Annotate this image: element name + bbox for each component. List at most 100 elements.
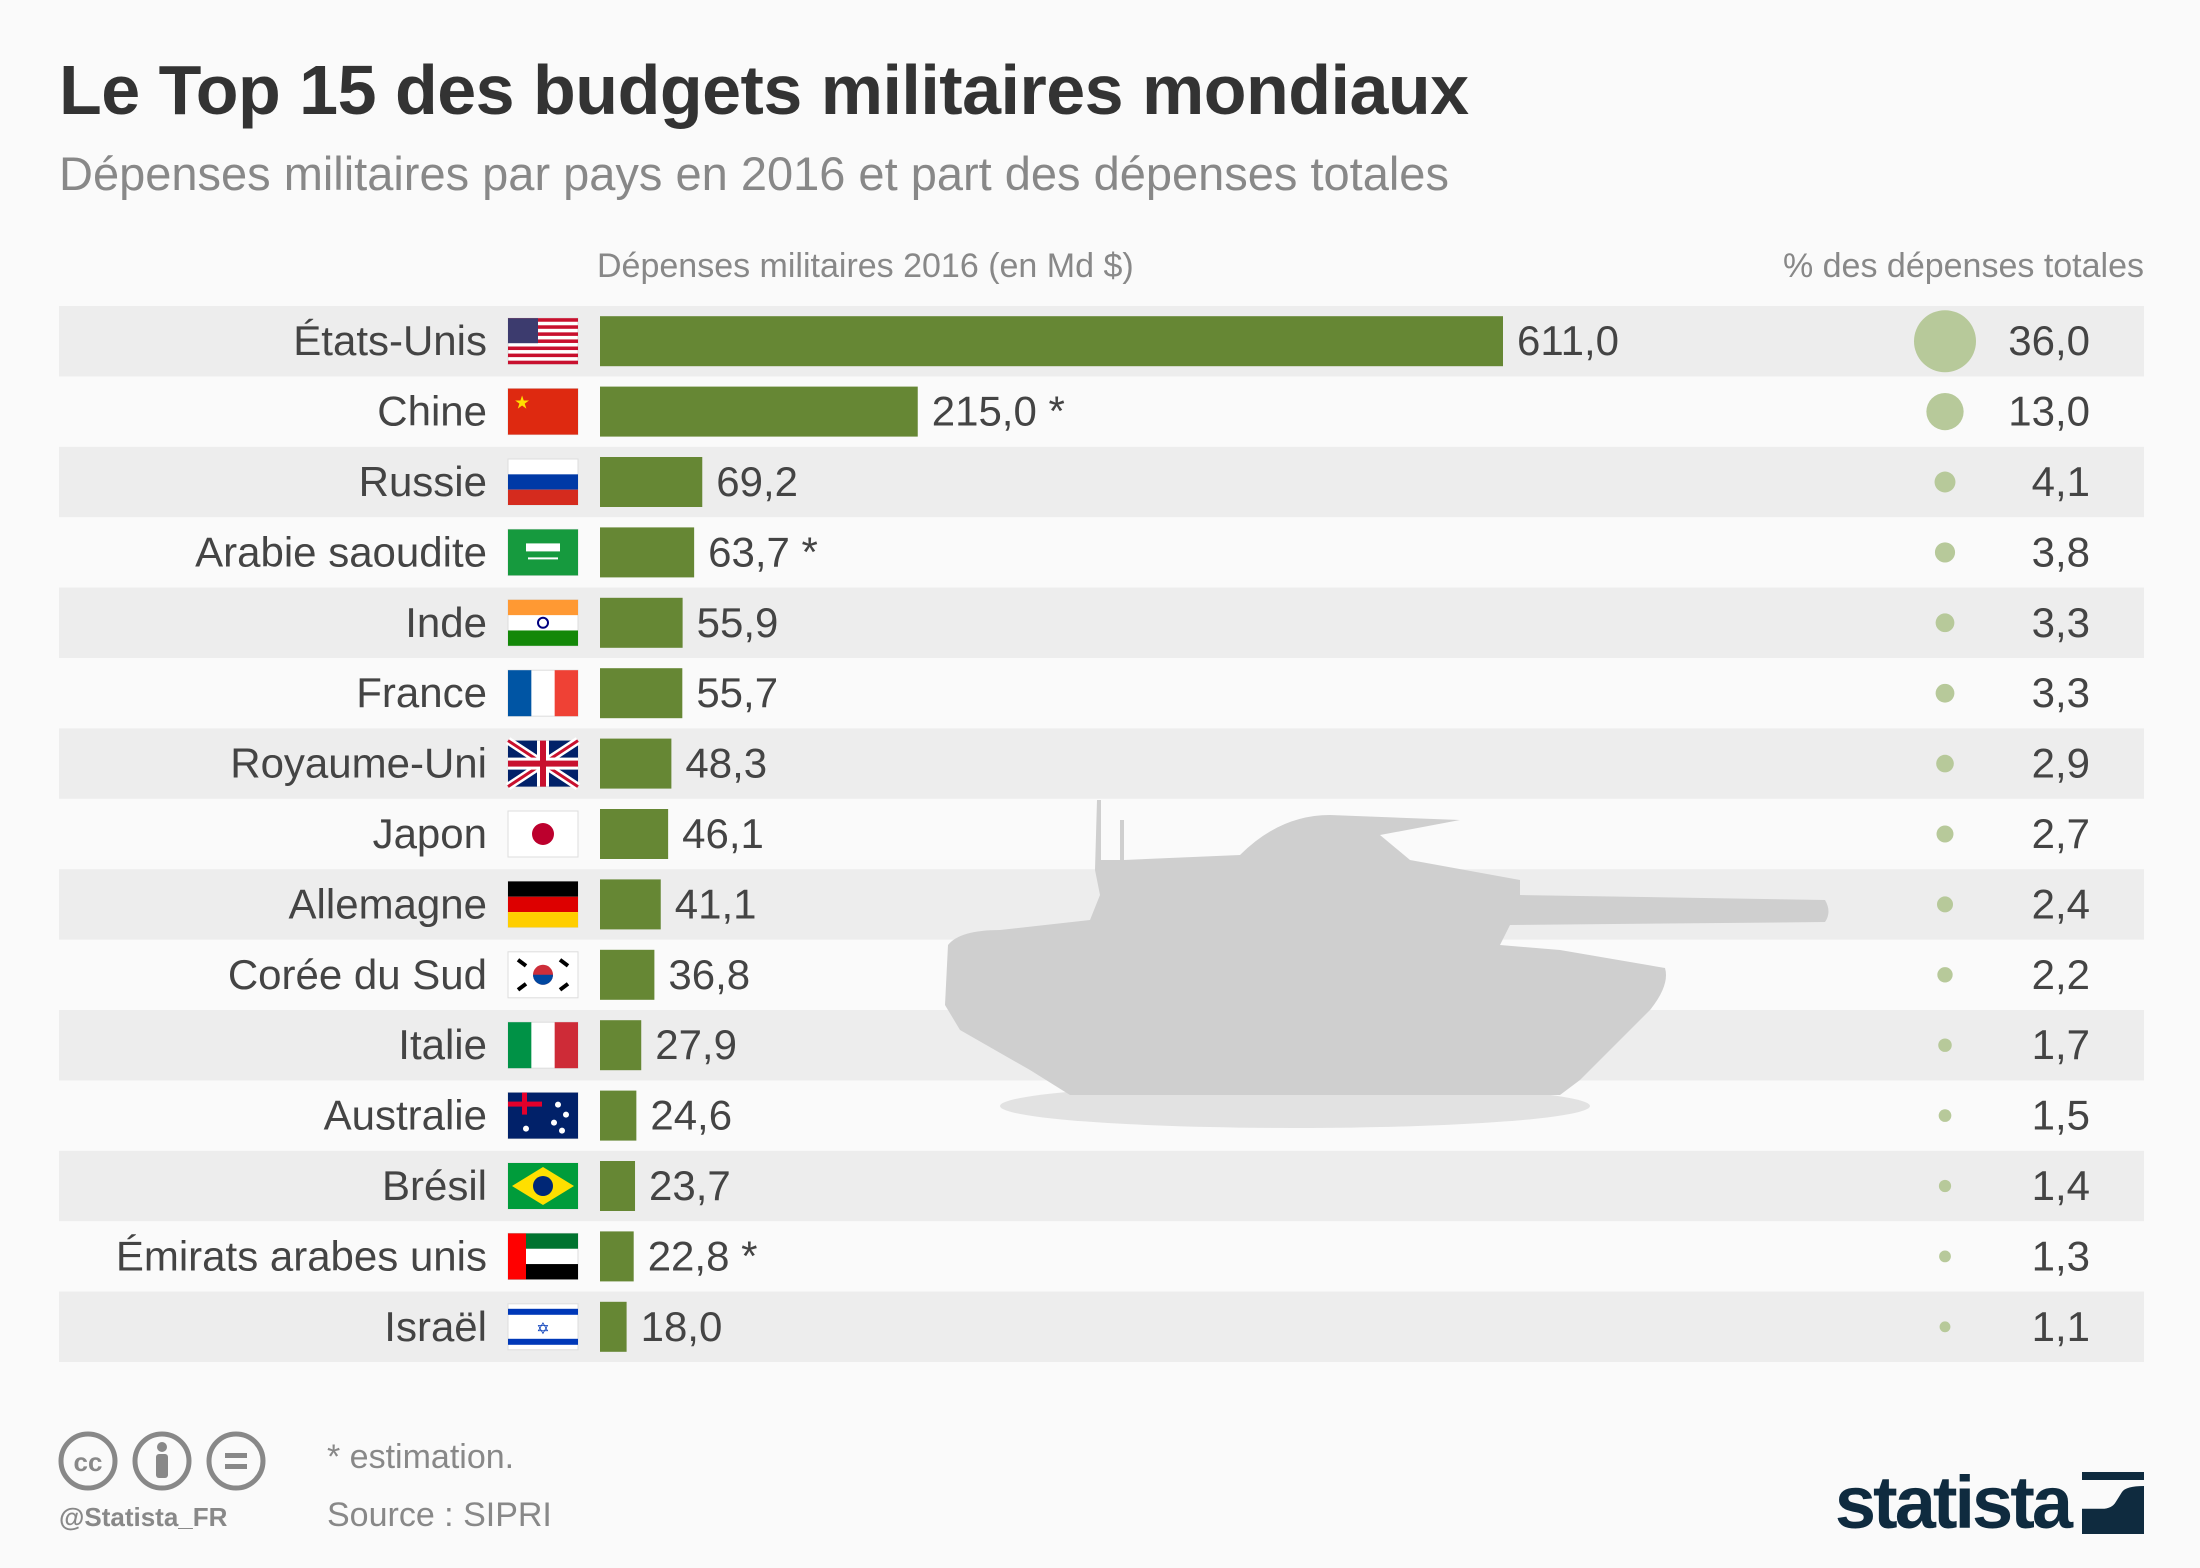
flag-ae-icon <box>507 1232 579 1280</box>
row-stripe <box>59 446 2144 518</box>
share-bubble <box>1937 967 1953 983</box>
bar <box>600 1020 642 1071</box>
flag-au-icon <box>507 1092 579 1140</box>
flag-fr-icon <box>507 669 579 717</box>
twitter-handle: @Statista_FR <box>59 1502 228 1532</box>
country-label: Chine <box>377 388 487 435</box>
row-stripe <box>59 728 2144 799</box>
share-bubble <box>1938 1179 1952 1193</box>
value-label: 27,9 <box>655 1021 737 1068</box>
flag-jp-icon <box>507 810 579 858</box>
tank-silhouette <box>945 800 1829 1128</box>
share-label: 1,4 <box>2032 1162 2090 1209</box>
share-bubble <box>1938 1109 1952 1122</box>
country-label: France <box>356 669 487 716</box>
bar <box>600 949 655 1000</box>
bar <box>600 1231 634 1282</box>
license-icons: cc <box>57 1430 267 1492</box>
share-bubble <box>1938 1038 1952 1052</box>
country-label: Japon <box>373 810 487 857</box>
share-bubble <box>1936 896 1954 913</box>
flag-us-icon <box>507 317 579 365</box>
statista-logo-icon <box>2082 1471 2144 1534</box>
country-label: Corée du Sud <box>228 951 487 998</box>
svg-text:✡: ✡ <box>536 1321 549 1338</box>
row-stripe <box>59 587 2144 658</box>
value-label: 41,1 <box>675 880 757 927</box>
share-bubble <box>1914 310 1976 373</box>
share-bubble <box>1934 471 1956 493</box>
bar <box>600 1161 636 1211</box>
bar <box>600 316 1503 367</box>
value-label: 46,1 <box>682 810 764 857</box>
value-label: 55,9 <box>697 599 779 646</box>
country-label: Royaume-Uni <box>230 740 487 787</box>
row-stripe <box>59 1150 2144 1222</box>
value-label: 69,2 <box>716 458 798 505</box>
flag-it-icon <box>507 1021 579 1069</box>
country-label: Italie <box>398 1021 487 1068</box>
value-label: 18,0 <box>641 1303 723 1350</box>
country-label: Russie <box>359 458 487 505</box>
share-bubble <box>1935 683 1955 703</box>
bar <box>600 668 683 719</box>
footnote: * estimation. <box>327 1438 515 1476</box>
share-label: 2,4 <box>2032 880 2090 927</box>
flag-in-icon <box>507 599 579 647</box>
bar <box>600 597 683 648</box>
share-label: 13,0 <box>2008 388 2090 435</box>
value-label: 22,8 * <box>648 1232 758 1279</box>
flag-br-icon <box>507 1162 579 1210</box>
flag-de-icon <box>507 880 579 928</box>
share-bubble <box>1939 1321 1951 1333</box>
bar <box>600 386 918 437</box>
value-label: 611,0 <box>1517 317 1619 364</box>
bar <box>600 809 669 859</box>
share-label: 1,5 <box>2032 1092 2090 1139</box>
source: Source : SIPRI <box>327 1496 552 1534</box>
share-label: 2,2 <box>2032 951 2090 998</box>
value-label: 55,7 <box>696 669 778 716</box>
share-bubble <box>1934 542 1956 563</box>
value-label: 63,7 * <box>708 528 818 575</box>
value-label: 23,7 <box>649 1162 731 1209</box>
bar <box>600 738 672 789</box>
share-bubble <box>1936 754 1954 773</box>
logo-text: statista <box>1834 1461 2073 1544</box>
share-bubble <box>1939 1250 1951 1263</box>
share-label: 36,0 <box>2008 317 2090 364</box>
attribution-icon <box>132 1431 192 1491</box>
value-label: 48,3 <box>685 740 767 787</box>
share-label: 4,1 <box>2032 458 2090 505</box>
no-derivatives-icon <box>206 1431 266 1491</box>
flag-il-icon: ✡ <box>507 1303 579 1351</box>
cc-icon: cc <box>58 1431 118 1491</box>
value-label: 36,8 <box>668 951 750 998</box>
country-label: Israël <box>384 1303 487 1350</box>
country-label: États-Unis <box>293 317 487 364</box>
country-label: Allemagne <box>289 880 487 927</box>
bar <box>600 1090 637 1141</box>
chart-title: Le Top 15 des budgets militaires mondiau… <box>59 51 1469 129</box>
country-label: Brésil <box>382 1162 487 1209</box>
share-label: 3,3 <box>2032 599 2090 646</box>
value-label: 215,0 * <box>932 388 1065 435</box>
flag-gb-icon <box>505 737 581 790</box>
country-label: Émirats arabes unis <box>116 1232 487 1279</box>
country-label: Arabie saoudite <box>195 528 487 575</box>
share-label: 3,8 <box>2032 528 2090 575</box>
bar <box>600 527 695 578</box>
chart-subtitle: Dépenses militaires par pays en 2016 et … <box>59 147 1449 200</box>
flag-sa-icon <box>507 528 579 576</box>
bar-header: Dépenses militaires 2016 (en Md $) <box>597 247 1134 285</box>
statista-logo: statista <box>1835 1460 2144 1545</box>
svg-text:cc: cc <box>74 1447 103 1477</box>
share-label: 1,7 <box>2032 1021 2090 1068</box>
flag-ru-icon <box>507 458 579 506</box>
bar <box>600 879 661 930</box>
share-label: 1,1 <box>2032 1303 2090 1350</box>
country-label: Inde <box>405 599 487 646</box>
flag-kr-icon <box>507 951 579 999</box>
share-label: 1,3 <box>2032 1232 2090 1279</box>
